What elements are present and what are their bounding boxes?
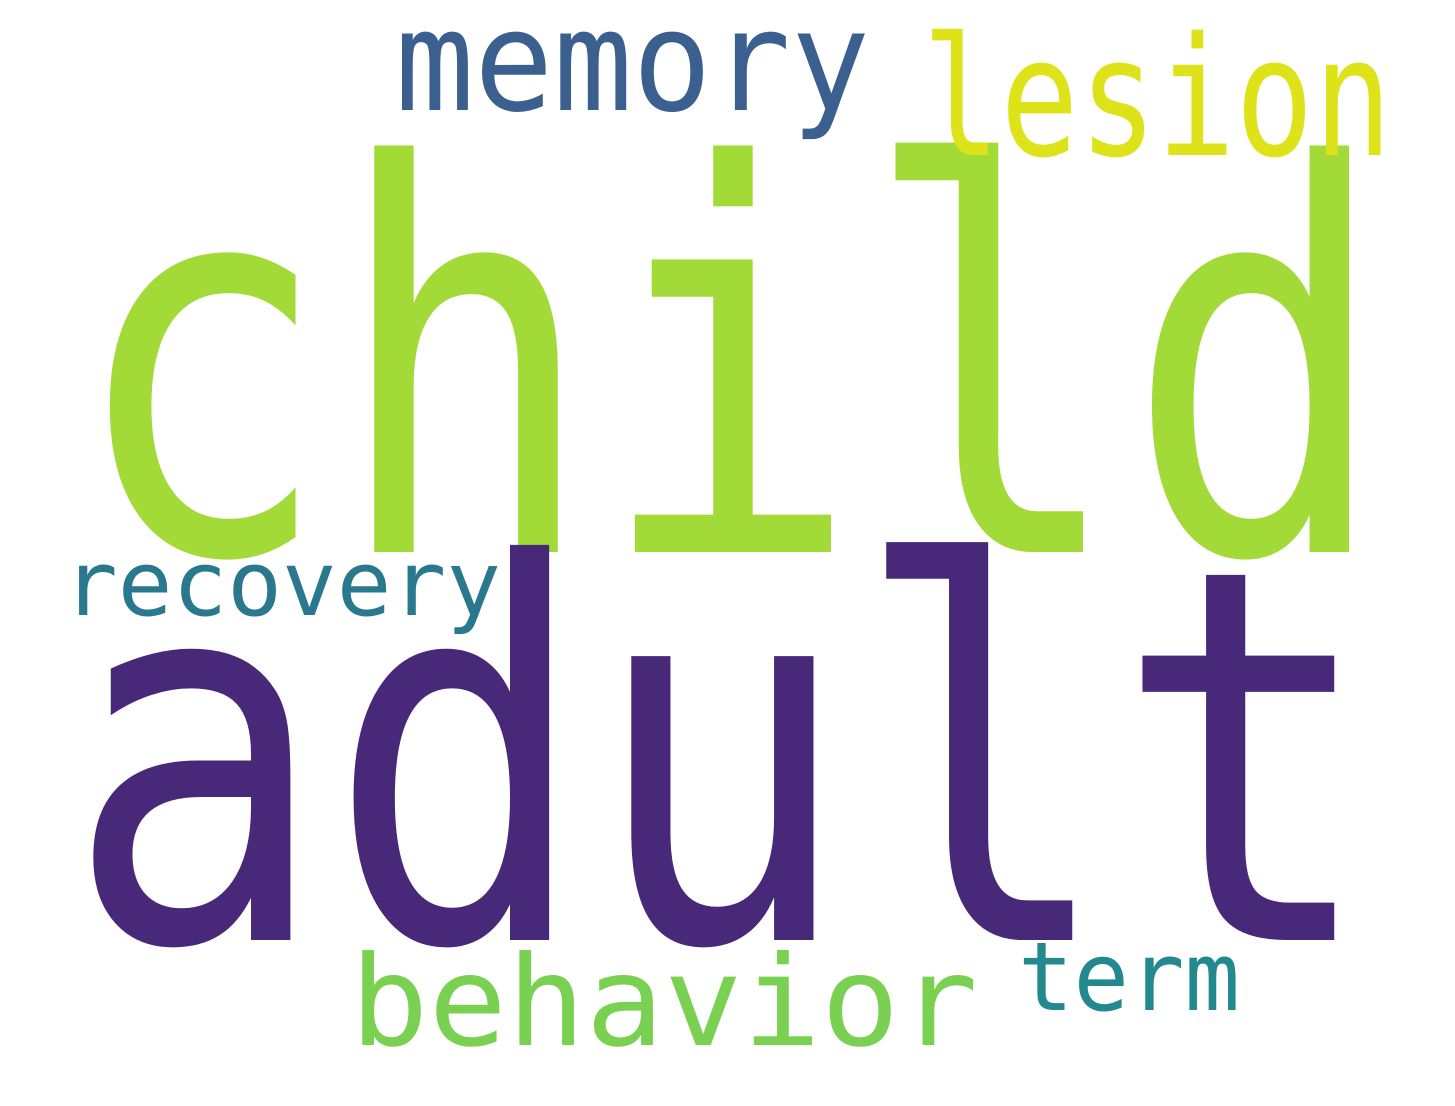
word-adult: adult bbox=[65, 457, 1377, 1063]
word-memory: memory bbox=[395, 0, 870, 144]
word-behavior: behavior bbox=[350, 930, 978, 1075]
word-lesion: lesion bbox=[922, 2, 1392, 194]
word-term: term bbox=[1018, 923, 1240, 1033]
word-child: child bbox=[68, 56, 1390, 679]
word-recovery: recovery bbox=[63, 532, 501, 637]
